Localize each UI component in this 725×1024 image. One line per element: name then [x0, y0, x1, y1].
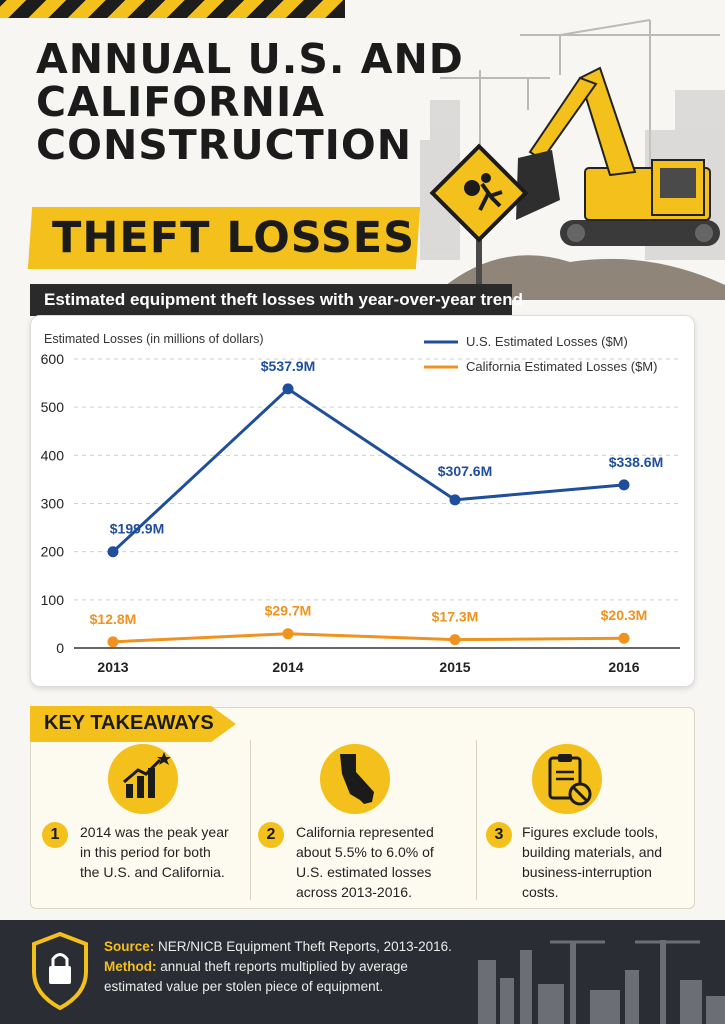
source-note: Source: NER/NICB Equipment Theft Reports… — [104, 937, 464, 997]
money-thief-sign — [429, 143, 529, 290]
y-tick-label: 100 — [41, 592, 65, 608]
us-data-label: $307.6M — [438, 463, 492, 479]
us-series-line — [111, 387, 625, 553]
y-tick-label: 600 — [41, 351, 65, 367]
takeaway-3-line-1: Figures exclude tools, — [522, 824, 659, 840]
x-tick-label: 2013 — [97, 659, 128, 675]
x-tick-label: 2015 — [439, 659, 470, 675]
us-data-label: $338.6M — [609, 454, 663, 470]
title-line-1: ANNUAL U.S. AND — [36, 35, 464, 83]
us-data-point — [107, 546, 119, 558]
us-data-point — [618, 479, 630, 491]
city-skyline — [478, 940, 725, 1024]
clipboard-no-icon — [532, 744, 602, 814]
x-tick-label: 2016 — [608, 659, 639, 675]
legend-label-ca: California Estimated Losses ($M) — [466, 359, 657, 374]
construction-hero-illustration — [420, 19, 725, 300]
column-divider — [476, 740, 477, 900]
takeaway-1-line-1: 2014 was the peak year — [80, 824, 229, 840]
excavator — [516, 66, 720, 246]
x-tick-labels: 2013 2014 2015 2016 — [97, 659, 639, 675]
us-data-label: $537.9M — [261, 358, 315, 374]
method-label: Method: — [104, 959, 157, 974]
chart-grid — [74, 358, 680, 649]
takeaway-3-line-3: business-interruption — [522, 864, 652, 880]
y-tick-label: 500 — [41, 399, 65, 415]
line-chart: Estimated Losses (in millions of dollars… — [41, 332, 680, 675]
growth-chart-icon — [108, 744, 178, 814]
takeaway-text-2: California represented about 5.5% to 6.0… — [296, 822, 472, 902]
takeaway-number-1: 1 — [42, 822, 68, 848]
takeaway-number-2: 2 — [258, 822, 284, 848]
takeaway-2-line-2: about 5.5% to 6.0% of — [296, 844, 434, 860]
padlock-shield-icon — [32, 931, 88, 1011]
hazard-stripes — [0, 0, 345, 18]
takeaway-3-line-4: costs. — [522, 884, 559, 900]
x-tick-label: 2014 — [272, 659, 303, 675]
y-tick-label: 0 — [56, 640, 64, 656]
y-axis-label: Estimated Losses (in millions of dollars… — [44, 332, 264, 346]
legend-label-us: U.S. Estimated Losses ($M) — [466, 334, 628, 349]
takeaway-1-line-3: the U.S. and California. — [80, 864, 225, 880]
ca-data-label: $12.8M — [90, 611, 137, 627]
ca-data-point — [282, 628, 294, 640]
title-line-3: CONSTRUCTION — [36, 121, 413, 169]
takeaway-text-1: 2014 was the peak year in this period fo… — [80, 822, 240, 882]
takeaway-1-line-2: in this period for both — [80, 844, 211, 860]
takeaway-number-3: 3 — [486, 822, 512, 848]
ca-series-line — [112, 632, 625, 644]
y-tick-label: 200 — [41, 544, 65, 560]
chart-card — [30, 315, 695, 687]
takeaway-text-3: Figures exclude tools, building material… — [522, 822, 688, 902]
takeaway-3-line-2: building materials, and — [522, 844, 663, 860]
ca-data-point — [449, 634, 461, 646]
source-text: NER/NICB Equipment Theft Reports, 2013-2… — [158, 939, 452, 954]
footer — [0, 920, 725, 1024]
ca-data-label: $29.7M — [265, 603, 312, 619]
ca-data-label: $17.3M — [432, 609, 479, 625]
subtitle-bar — [30, 284, 512, 316]
us-data-label: $199.9M — [110, 521, 164, 537]
y-tick-label: 300 — [41, 496, 65, 512]
y-tick-labels: 0 100 200 300 400 500 600 — [41, 351, 65, 656]
page-title: ANNUAL U.S. AND CALIFORNIA CONSTRUCTION — [36, 38, 476, 167]
footer-graphics — [32, 931, 725, 1024]
y-tick-label: 400 — [41, 447, 65, 463]
source-label: Source: — [104, 939, 155, 954]
ca-data-label: $20.3M — [601, 607, 648, 623]
title-highlight: THEFT LOSSES — [52, 213, 416, 263]
ca-data-point — [618, 632, 630, 644]
us-data-point — [449, 494, 461, 506]
takeaway-2-line-3: U.S. estimated losses — [296, 864, 432, 880]
ca-data-point — [107, 636, 119, 648]
legend: U.S. Estimated Losses ($M) California Es… — [424, 334, 657, 374]
chart-subtitle: Estimated equipment theft losses with ye… — [44, 290, 523, 309]
california-map-icon — [320, 744, 390, 814]
key-takeaways-heading: KEY TAKEAWAYS — [44, 712, 214, 734]
column-divider — [250, 740, 251, 900]
title-line-2: CALIFORNIA — [36, 78, 325, 126]
us-data-point — [282, 383, 294, 395]
chart-series: $199.9M $537.9M $307.6M $338.6M $12.8M $29.7M… — [90, 358, 663, 648]
takeaway-2-line-1: California represented — [296, 824, 434, 840]
key-takeaways-tab — [30, 706, 236, 742]
method-text: annual theft reports multiplied by avera… — [104, 959, 408, 994]
takeaway-2-line-4: across 2013-2016. — [296, 884, 412, 900]
